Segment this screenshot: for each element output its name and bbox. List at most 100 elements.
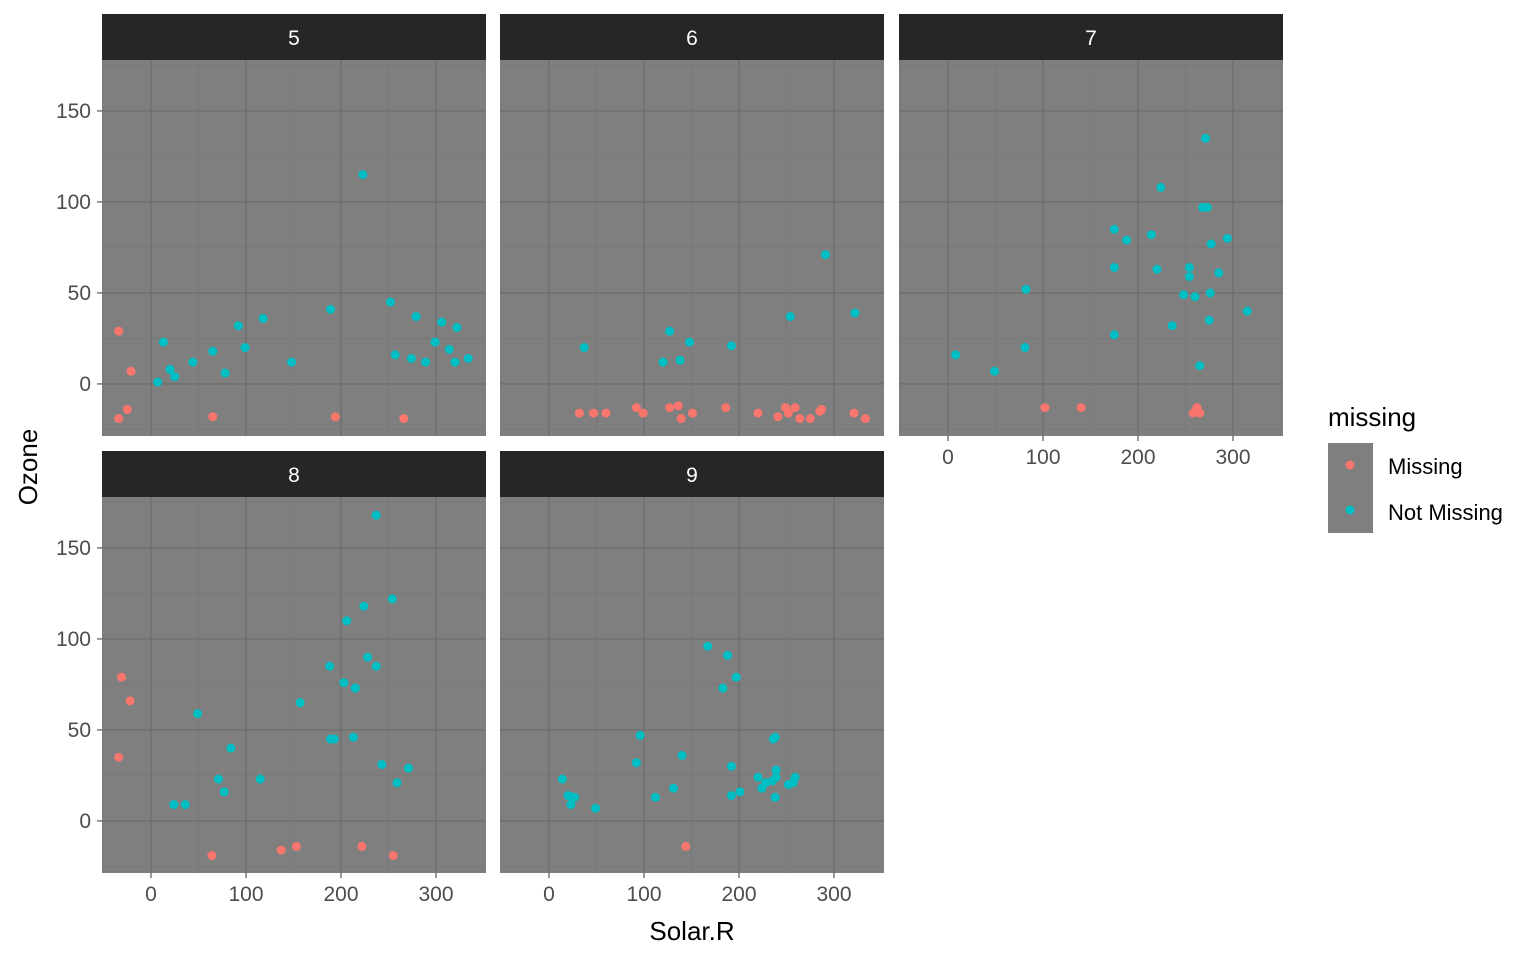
data-point-missing [665, 403, 675, 413]
data-point-missing [330, 412, 340, 422]
data-point-not-missing [421, 357, 431, 367]
legend-title: missing [1328, 402, 1416, 432]
data-point-not-missing [1195, 361, 1205, 371]
data-point-not-missing [371, 510, 381, 520]
facet-strip [102, 14, 486, 60]
data-point-not-missing [169, 800, 179, 810]
data-point-missing [631, 403, 641, 413]
data-point-not-missing [437, 317, 447, 327]
data-point-missing [208, 412, 218, 422]
data-point-not-missing [450, 357, 460, 367]
data-point-missing [122, 404, 132, 414]
data-point-not-missing [1184, 272, 1194, 282]
data-point-not-missing [579, 343, 589, 353]
data-point-not-missing [1109, 330, 1119, 340]
data-point-not-missing [1020, 343, 1030, 353]
data-point-not-missing [1206, 239, 1216, 249]
legend-label-missing: Missing [1388, 454, 1463, 479]
y-tick-label: 50 [68, 282, 91, 305]
data-point-not-missing [213, 774, 223, 784]
panel-background [899, 60, 1283, 436]
legend-label-not-missing: Not Missing [1388, 500, 1503, 525]
data-point-not-missing [233, 321, 243, 331]
legend-point-missing [1345, 460, 1355, 470]
data-point-missing [795, 414, 805, 424]
data-point-not-missing [387, 594, 397, 604]
data-point-not-missing [770, 792, 780, 802]
data-point-missing [676, 414, 686, 424]
data-point-not-missing [1167, 321, 1177, 331]
facet-strip-label: 7 [1085, 27, 1097, 50]
y-tick-label: 100 [56, 191, 91, 214]
data-point-not-missing [240, 343, 250, 353]
x-tick-label: 100 [229, 883, 264, 906]
data-point-not-missing [329, 734, 339, 744]
x-tick-label: 300 [817, 883, 852, 906]
data-point-not-missing [390, 350, 400, 360]
data-point-not-missing [631, 758, 641, 768]
y-tick-label: 100 [56, 628, 91, 651]
data-point-missing [114, 752, 124, 762]
data-point-not-missing [726, 761, 736, 771]
data-point-missing [790, 403, 800, 413]
y-tick-label: 150 [56, 537, 91, 560]
data-point-not-missing [735, 787, 745, 797]
data-point-not-missing [208, 346, 218, 356]
data-point-missing [681, 841, 691, 851]
facet-strip-label: 9 [686, 464, 698, 487]
data-point-not-missing [668, 783, 678, 793]
data-point-not-missing [348, 732, 358, 742]
data-point-missing [773, 412, 783, 422]
data-point-not-missing [1200, 133, 1210, 143]
data-point-missing [805, 414, 815, 424]
data-point-not-missing [771, 772, 781, 782]
facet-panel-6: 6 [500, 14, 884, 436]
data-point-not-missing [591, 803, 601, 813]
data-point-missing [126, 366, 136, 376]
data-point-missing [817, 404, 827, 414]
data-point-missing [117, 672, 127, 682]
facet-panel-9: 9 0 100 200 300 [500, 451, 884, 906]
facet-panel-8: 8 0 100 200 300 0 50 100 150 [56, 451, 486, 906]
data-point-missing [388, 851, 398, 861]
data-point-not-missing [452, 323, 462, 333]
data-point-not-missing [790, 772, 800, 782]
data-point-not-missing [339, 678, 349, 688]
data-point-not-missing [170, 372, 180, 382]
panel-background [500, 60, 884, 436]
data-point-not-missing [258, 313, 268, 323]
data-point-missing [1040, 403, 1050, 413]
data-point-not-missing [557, 774, 567, 784]
x-tick-label: 200 [1121, 446, 1156, 469]
data-point-missing [673, 401, 683, 411]
data-point-not-missing [658, 357, 668, 367]
data-point-not-missing [1202, 202, 1212, 212]
data-point-not-missing [1109, 262, 1119, 272]
data-point-not-missing [723, 650, 733, 660]
data-point-not-missing [570, 792, 580, 802]
data-point-not-missing [1242, 306, 1252, 316]
data-point-not-missing [1021, 284, 1031, 294]
data-point-not-missing [1156, 182, 1166, 192]
data-point-not-missing [295, 698, 305, 708]
legend: missing Missing Not Missing [1328, 402, 1503, 533]
data-point-not-missing [703, 641, 713, 651]
x-tick-label: 0 [942, 446, 954, 469]
data-point-not-missing [188, 357, 198, 367]
data-point-not-missing [770, 732, 780, 742]
data-point-not-missing [635, 730, 645, 740]
data-point-missing [357, 841, 367, 851]
data-point-not-missing [463, 353, 473, 363]
data-point-not-missing [158, 337, 168, 347]
x-tick-label: 200 [324, 883, 359, 906]
data-point-not-missing [990, 366, 1000, 376]
data-point-not-missing [1184, 262, 1194, 272]
data-point-not-missing [675, 355, 685, 365]
data-point-not-missing [1204, 315, 1214, 325]
data-point-missing [589, 408, 599, 418]
data-point-not-missing [287, 357, 297, 367]
data-point-not-missing [1214, 268, 1224, 278]
